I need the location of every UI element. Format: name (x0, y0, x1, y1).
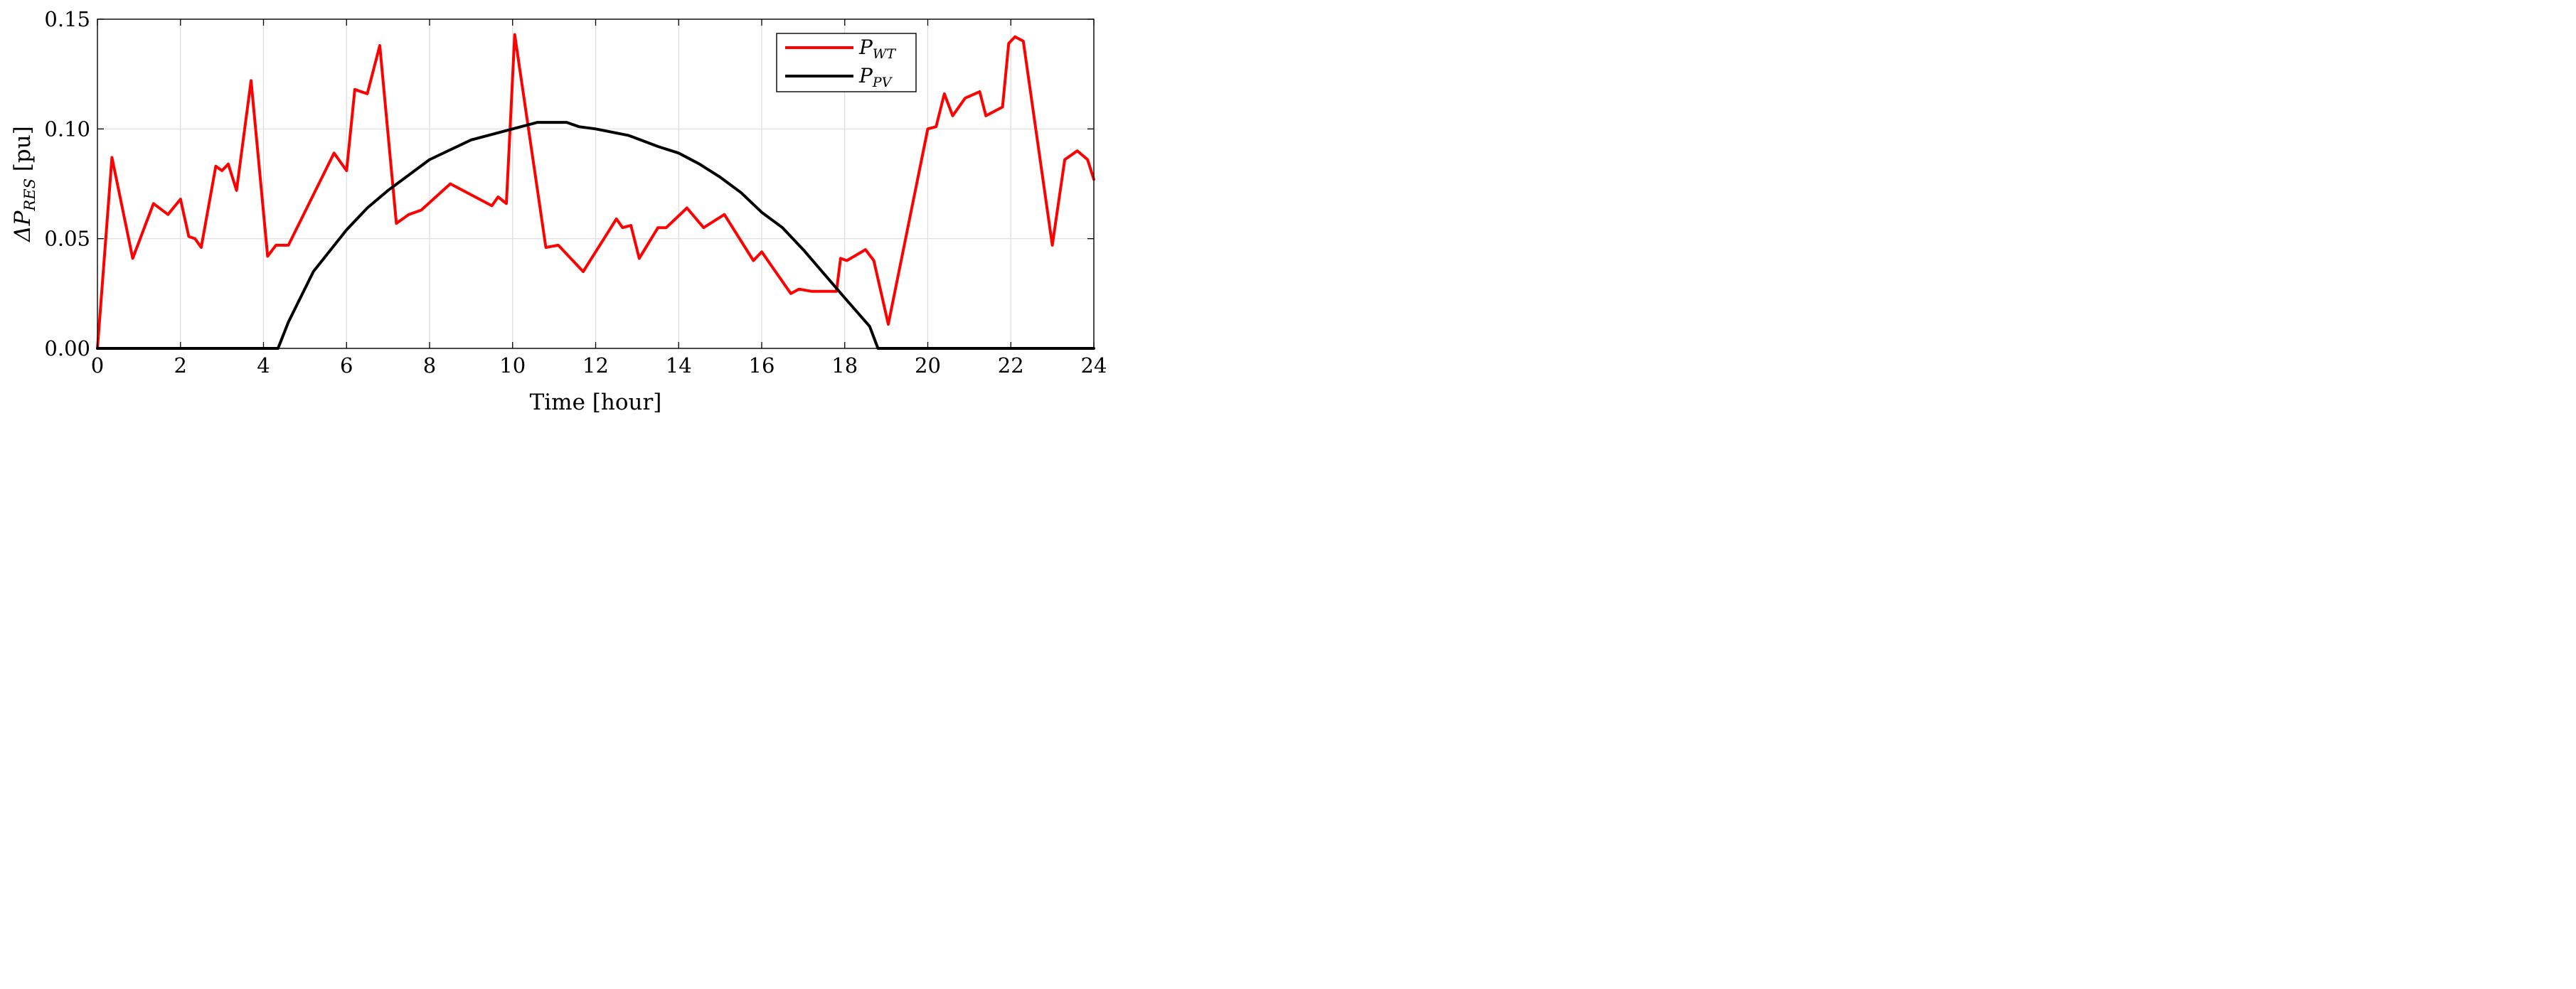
x-tick-label: 0 (91, 353, 104, 378)
x-tick-label: 6 (340, 353, 353, 378)
chart: 0 2 4 6 8 10 12 14 16 18 20 22 24 0.00 0.05 0.10 0.15 Ti… (0, 0, 1115, 428)
x-tick-label: 2 (174, 353, 187, 378)
y-axis-label: ΔPRES [pu] (10, 126, 38, 242)
x-tick-label: 24 (1081, 353, 1107, 378)
x-tick-label: 20 (915, 353, 941, 378)
x-tick-label: 8 (423, 353, 436, 378)
x-tick-label: 10 (499, 353, 526, 378)
x-tick-label: 14 (666, 353, 692, 378)
x-tick-label: 22 (998, 353, 1024, 378)
y-axis-label-prefix: ΔP (10, 210, 36, 242)
grid (97, 19, 1094, 348)
x-tick-label: 4 (257, 353, 270, 378)
legend-label: PPV (858, 64, 893, 90)
series-line-p-wt (96, 33, 1095, 350)
series-line-p-pv (96, 121, 1095, 350)
ticks: 0 2 4 6 8 10 12 14 16 18 20 22 240.000.050.100.15 (44, 7, 1107, 378)
line-chart: 0 2 4 6 8 10 12 14 16 18 20 22 240.000.050.100.15 Ti… (10, 7, 1107, 415)
y-tick-label: 0.10 (44, 117, 90, 141)
x-tick-label: 18 (831, 353, 858, 378)
x-tick-label: 12 (582, 353, 609, 378)
x-tick-label: 16 (749, 353, 775, 378)
y-tick-label: 0.05 (44, 227, 90, 251)
series-layer (96, 33, 1095, 350)
y-tick-label: 0.00 (44, 336, 90, 360)
y-axis-label-subscript: RES (21, 178, 38, 212)
legend-label: PWT (858, 36, 896, 62)
y-axis-label-unit: [pu] (10, 126, 36, 178)
legend-box (776, 33, 917, 92)
y-tick-label: 0.15 (44, 7, 90, 31)
x-axis-label: Time [hour] (530, 390, 662, 415)
